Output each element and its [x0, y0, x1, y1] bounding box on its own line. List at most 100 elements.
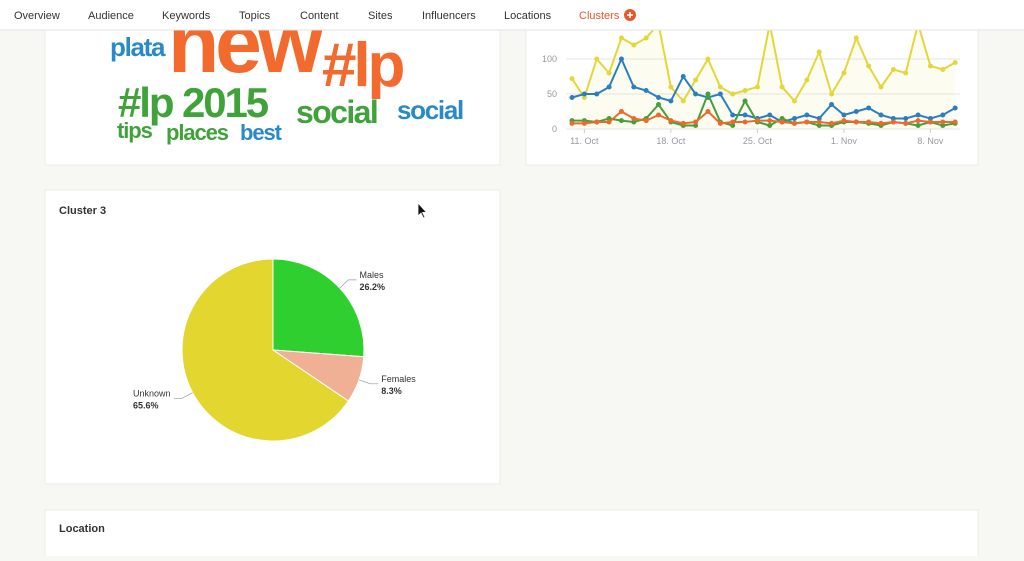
data-point	[618, 118, 624, 124]
data-point	[890, 67, 896, 72]
data-point	[693, 119, 699, 125]
nav-tab[interactable]: Keywords	[162, 10, 211, 22]
data-point	[680, 74, 686, 79]
data-point	[816, 49, 822, 55]
data-point	[927, 119, 933, 125]
data-point	[656, 102, 662, 107]
nav-tab[interactable]: Sites	[368, 10, 393, 22]
x-tick-label: 11. Oct	[570, 136, 599, 146]
data-point	[742, 88, 748, 93]
data-point	[841, 112, 847, 118]
data-point	[779, 84, 785, 90]
data-point	[915, 112, 921, 118]
data-point	[717, 91, 723, 97]
data-point	[829, 120, 835, 126]
data-point	[866, 105, 872, 111]
data-point	[890, 119, 896, 125]
wordcloud-panel	[44, 9, 501, 166]
nav-tab[interactable]: Content	[300, 10, 339, 22]
nav-bar	[0, 0, 1024, 30]
data-point	[581, 95, 587, 100]
x-tick-label: 25. Oct	[743, 136, 773, 146]
data-point	[890, 116, 896, 121]
data-point	[643, 88, 649, 93]
data-point	[705, 91, 711, 97]
nav-tab[interactable]: Audience	[88, 10, 134, 22]
data-point	[606, 119, 612, 125]
word: social	[397, 95, 463, 125]
trend-chart: 0 50 100 11. Oct 18. Oct 25. Oct 1. Nov 8. Nov	[542, 30, 960, 146]
nav-tab[interactable]: Locations	[504, 10, 552, 22]
data-point	[903, 70, 909, 76]
data-point	[915, 118, 921, 124]
data-point	[693, 77, 699, 83]
slice-value: 65.6%	[133, 400, 159, 410]
data-point	[878, 120, 884, 126]
data-point	[952, 60, 958, 65]
data-point	[606, 84, 612, 90]
x-tick-label: 8. Nov	[917, 136, 944, 146]
data-point	[730, 91, 736, 97]
data-point	[853, 109, 859, 114]
data-point	[631, 116, 637, 121]
plus-icon	[627, 12, 633, 18]
nav-tabs: Overview Audience Keywords Topics Content Sit…	[14, 9, 636, 22]
x-tick-label: 18. Oct	[656, 136, 686, 146]
data-point	[618, 109, 624, 114]
nav-tab[interactable]: Clusters	[579, 10, 620, 22]
data-point	[618, 35, 624, 41]
data-point	[581, 120, 587, 126]
y-tick-label: 100	[542, 54, 557, 64]
data-point	[717, 84, 723, 90]
data-point	[717, 120, 723, 126]
data-point	[742, 119, 748, 125]
data-point	[791, 120, 797, 126]
leader-line	[358, 379, 379, 385]
location-panel	[44, 509, 979, 561]
data-point	[606, 70, 612, 76]
data-point	[569, 76, 575, 82]
leader-line	[339, 279, 357, 289]
x-tick-label: 1. Nov	[831, 136, 858, 146]
data-point	[631, 119, 637, 125]
data-point	[915, 123, 921, 128]
data-point	[804, 119, 810, 125]
data-point	[631, 84, 637, 90]
slice-value: 8.3%	[381, 386, 402, 396]
area	[572, 30, 956, 129]
data-point	[829, 102, 835, 107]
location-title: Location	[59, 523, 105, 535]
data-point	[705, 56, 711, 62]
data-point	[730, 123, 736, 128]
data-point	[853, 119, 859, 125]
data-point	[668, 84, 674, 90]
data-point	[668, 98, 674, 104]
y-tick-label: 0	[552, 124, 557, 134]
data-point	[927, 63, 933, 69]
word: new	[168, 0, 324, 90]
data-point	[903, 116, 909, 121]
word: places	[166, 120, 229, 145]
data-point	[730, 112, 736, 118]
data-point	[791, 116, 797, 121]
data-point	[940, 119, 946, 125]
y-tick-label: 50	[547, 89, 557, 99]
leader-line	[174, 392, 193, 399]
data-point	[680, 98, 686, 104]
nav-tab[interactable]: Topics	[239, 10, 271, 22]
nav-tab[interactable]: Overview	[14, 10, 60, 22]
data-point	[618, 56, 624, 62]
data-point	[754, 84, 760, 90]
data-point	[940, 123, 946, 128]
nav-tab[interactable]: Influencers	[422, 10, 476, 22]
data-point	[927, 116, 933, 121]
data-point	[668, 118, 674, 124]
data-point	[853, 35, 859, 41]
data-point	[581, 91, 587, 97]
data-point	[816, 119, 822, 125]
data-point	[804, 77, 810, 83]
data-point	[656, 112, 662, 118]
word: best	[240, 120, 283, 145]
